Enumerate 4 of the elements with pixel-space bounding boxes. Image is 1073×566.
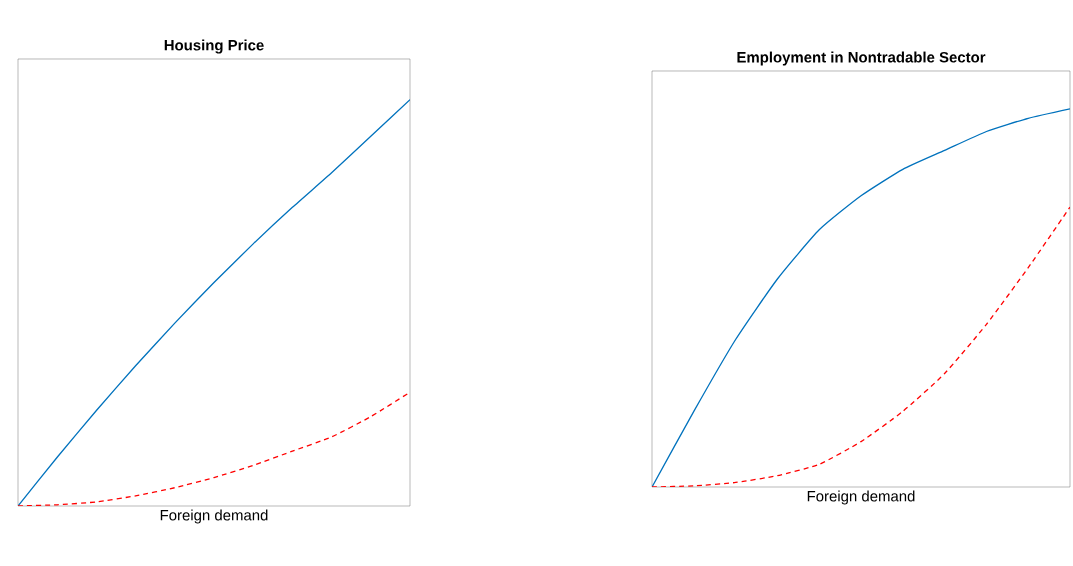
chart-title: Housing Price [164, 39, 264, 54]
x-axis-title: Foreign demand [807, 490, 915, 505]
x-axis-title: Foreign demand [160, 509, 268, 524]
chart-title: Employment in Nontradable Sector [737, 51, 986, 66]
